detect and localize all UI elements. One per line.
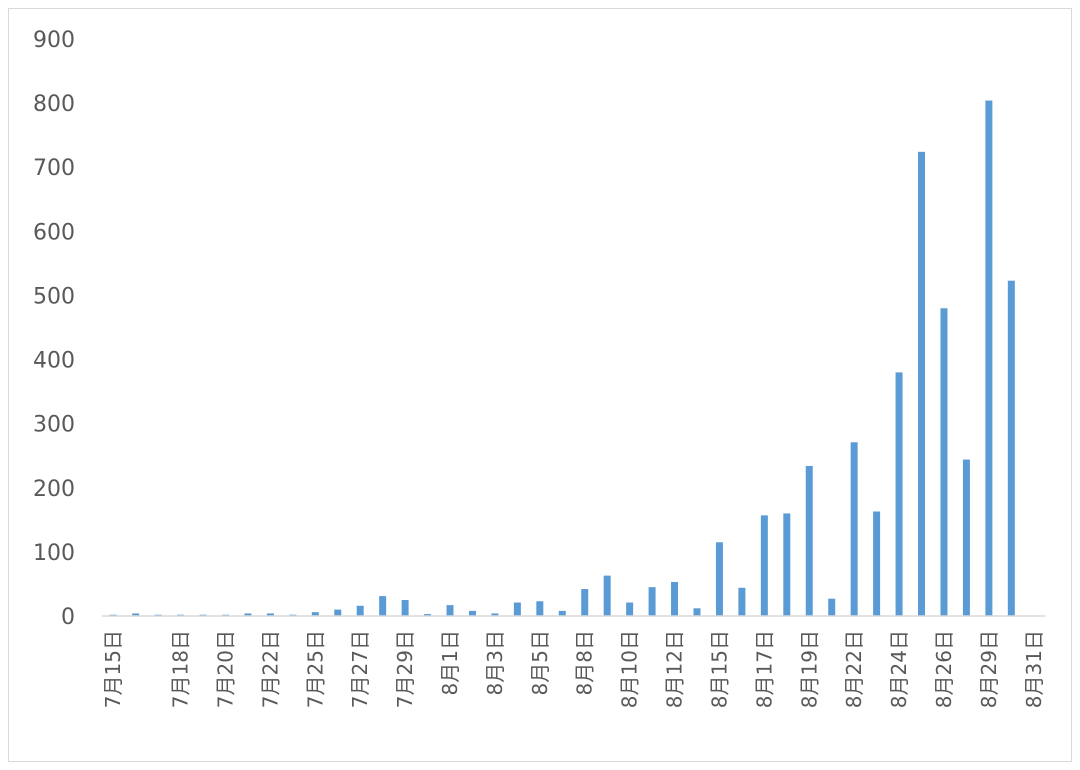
bar <box>1007 280 1015 616</box>
y-tick-label: 300 <box>33 413 75 438</box>
y-tick-label: 400 <box>33 349 75 374</box>
bar <box>626 602 634 616</box>
x-tick-label: 8月24日 <box>887 630 911 708</box>
bar <box>715 542 723 616</box>
x-tick-label: 7月29日 <box>393 630 417 708</box>
x-axis-tick-labels: 7月15日 7月18日 7月20日 7月22日 7月25日 7月27日 7月29日 8月1日 8… <box>101 630 1046 708</box>
y-tick-label: 500 <box>33 284 75 309</box>
y-tick-label: 600 <box>33 220 75 245</box>
x-tick-label: 8月15日 <box>707 630 731 708</box>
y-tick-label: 800 <box>33 92 75 117</box>
bar <box>873 511 881 616</box>
x-tick-label: 8月29日 <box>977 630 1001 708</box>
bar <box>895 372 903 616</box>
x-tick-label: 7月22日 <box>258 630 282 708</box>
x-tick-label: 8月8日 <box>573 630 597 695</box>
x-tick-label: 8月26日 <box>932 630 956 708</box>
y-tick-label: 200 <box>33 477 75 502</box>
bar <box>468 610 476 616</box>
bar <box>491 613 499 616</box>
y-tick-label: 700 <box>33 156 75 181</box>
bar <box>311 612 319 616</box>
bar <box>850 442 858 616</box>
bar <box>424 614 432 616</box>
bar <box>536 601 544 616</box>
x-tick-label: 7月25日 <box>303 630 327 708</box>
x-tick-label: 8月31日 <box>1022 630 1046 708</box>
x-tick-label: 8月17日 <box>752 630 776 708</box>
y-tick-label: 100 <box>33 541 75 566</box>
bar <box>581 589 589 616</box>
bar <box>379 596 387 616</box>
x-tick-label: 7月27日 <box>348 630 372 708</box>
bar <box>266 613 274 616</box>
bar <box>962 459 970 616</box>
bar <box>244 613 252 616</box>
bar <box>693 608 701 616</box>
bar <box>648 587 656 616</box>
x-tick-label: 8月22日 <box>842 630 866 708</box>
bar <box>334 609 342 616</box>
bar <box>918 151 926 616</box>
x-tick-label: 7月15日 <box>101 630 125 708</box>
x-tick-label: 8月5日 <box>528 630 552 695</box>
chart-frame: 0 100 200 300 400 500 600 700 800 900 7月15日 7月18日 7… <box>8 8 1072 762</box>
bars <box>109 100 1015 616</box>
bar <box>446 605 454 616</box>
x-tick-label: 8月3日 <box>483 630 507 695</box>
x-tick-label: 7月18日 <box>169 630 193 708</box>
bar <box>940 308 948 616</box>
bar <box>356 605 364 616</box>
y-tick-label: 0 <box>61 605 75 630</box>
bar <box>558 610 566 616</box>
bar <box>985 100 993 616</box>
y-axis-ticks: 0 100 200 300 400 500 600 700 800 900 <box>33 28 75 630</box>
bar <box>828 598 836 616</box>
x-tick-label: 8月1日 <box>438 630 462 695</box>
bar <box>738 587 746 616</box>
bar <box>805 465 813 616</box>
bar <box>603 575 611 616</box>
y-tick-label: 900 <box>33 28 75 53</box>
bar <box>401 599 409 616</box>
x-tick-label: 8月19日 <box>797 630 821 708</box>
x-tick-label: 8月12日 <box>663 630 687 708</box>
x-tick-label: 7月20日 <box>213 630 237 708</box>
bar <box>132 613 140 616</box>
bar <box>671 582 679 616</box>
bar <box>760 515 768 616</box>
bar <box>513 602 521 616</box>
bar <box>783 513 791 616</box>
x-tick-label: 8月10日 <box>618 630 642 708</box>
